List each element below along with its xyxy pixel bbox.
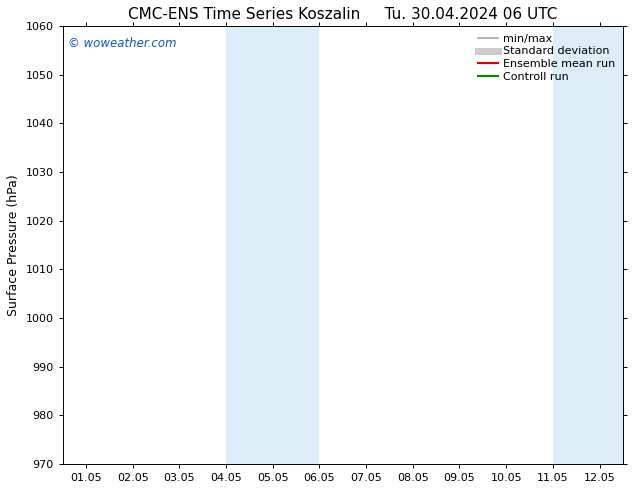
Bar xyxy=(600,26,623,464)
Bar xyxy=(273,26,320,464)
Y-axis label: Surface Pressure (hPa): Surface Pressure (hPa) xyxy=(7,174,20,316)
Legend: min/max, Standard deviation, Ensemble mean run, Controll run: min/max, Standard deviation, Ensemble me… xyxy=(476,31,618,84)
Title: CMC-ENS Time Series Koszalin     Tu. 30.04.2024 06 UTC: CMC-ENS Time Series Koszalin Tu. 30.04.2… xyxy=(128,7,557,22)
Bar xyxy=(553,26,600,464)
Bar xyxy=(226,26,273,464)
Text: © woweather.com: © woweather.com xyxy=(68,37,177,50)
